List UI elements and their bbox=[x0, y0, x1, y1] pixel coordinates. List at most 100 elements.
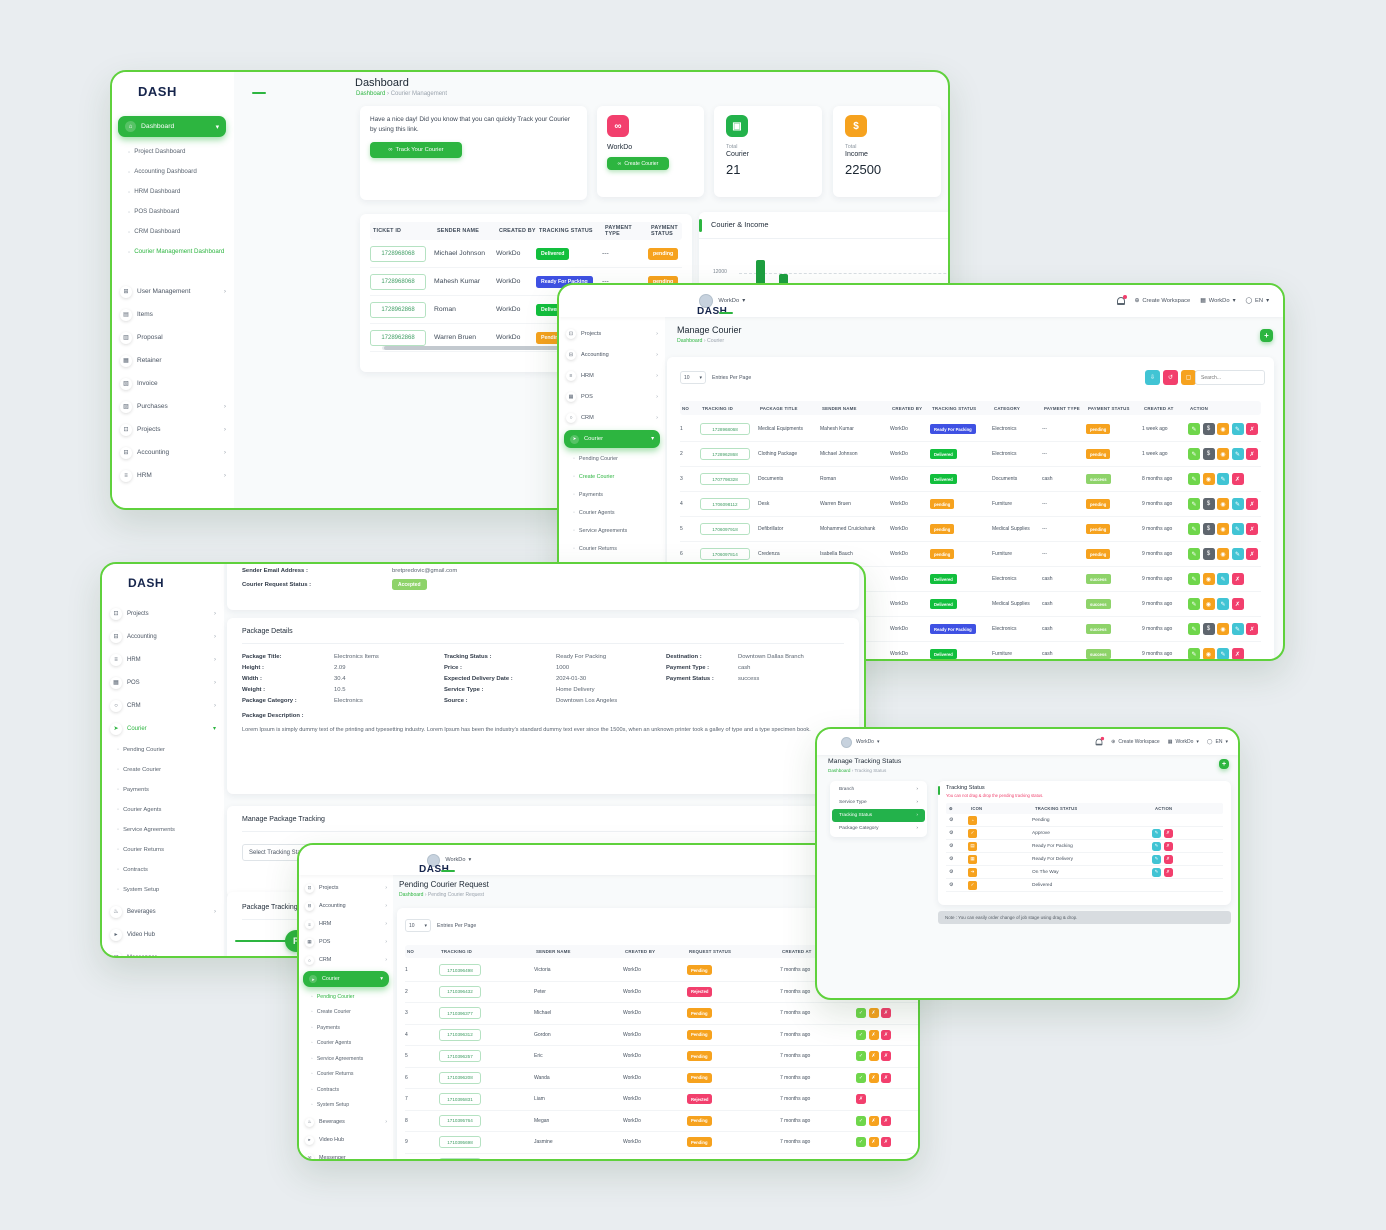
sidebar-item-courier[interactable]: ➤ Courier ▾ bbox=[303, 971, 389, 987]
drag-handle-icon[interactable]: ⚙ bbox=[949, 869, 954, 875]
action-button[interactable]: ◉ bbox=[1202, 573, 1215, 585]
sidebar-item-dashboard[interactable]: ⌂ Dashboard ▾ bbox=[118, 116, 226, 137]
sidebar-item[interactable]: ≡ HRM › bbox=[299, 915, 393, 933]
action-button[interactable]: ✎ bbox=[1188, 473, 1200, 485]
action-button[interactable]: ✗ bbox=[881, 1072, 891, 1083]
action-button[interactable]: ◉ bbox=[1217, 498, 1229, 510]
action-button[interactable]: ✎ bbox=[1152, 828, 1161, 838]
sidebar-subitem[interactable]: ◦ Payments bbox=[311, 1024, 340, 1031]
sidebar-subitem[interactable]: ◦ Courier Returns bbox=[573, 546, 617, 552]
sidebar-item[interactable]: ≡ HRM › bbox=[102, 648, 224, 671]
add-status-button[interactable]: + bbox=[1219, 759, 1229, 769]
action-button[interactable]: ◉ bbox=[1217, 523, 1229, 535]
sidebar-subitem[interactable]: ◦ HRM Dashboard bbox=[128, 188, 181, 196]
action-button[interactable]: $ bbox=[1202, 423, 1215, 435]
notifications-bell-icon[interactable] bbox=[1095, 736, 1105, 746]
sidebar-subitem[interactable]: ◦ Payments bbox=[117, 787, 149, 793]
sidebar-subitem[interactable]: ◦ Create Courier bbox=[117, 767, 162, 773]
action-button[interactable]: ✗ bbox=[1246, 448, 1258, 460]
sidebar-subitem[interactable]: ◦ Pending Courier bbox=[117, 747, 165, 753]
sidebar-subitem[interactable]: ◦ Project Dashboard bbox=[128, 148, 186, 156]
action-button[interactable]: ◉ bbox=[1202, 473, 1215, 485]
sidebar-subitem[interactable]: ◦ Pending Courier bbox=[573, 456, 618, 462]
action-button[interactable]: ✗ bbox=[881, 1115, 891, 1126]
sidebar-item[interactable]: ▦ POS › bbox=[102, 671, 224, 694]
create-workspace-button[interactable]: ⊕Create Workspace bbox=[1111, 739, 1160, 745]
sidebar-subitem[interactable]: ◦ Create Courier bbox=[311, 1009, 351, 1016]
action-button[interactable]: ✎ bbox=[1188, 573, 1200, 585]
action-button[interactable]: ✓ bbox=[856, 1158, 866, 1159]
create-courier-button[interactable]: ∞ Create Courier bbox=[607, 157, 669, 170]
scrollbar-thumb[interactable] bbox=[384, 346, 578, 350]
action-button[interactable]: ✎ bbox=[1188, 448, 1200, 460]
action-button[interactable]: ✗ bbox=[1246, 623, 1258, 635]
action-button[interactable]: ✗ bbox=[868, 1051, 879, 1062]
search-input[interactable] bbox=[1195, 370, 1265, 385]
action-button[interactable]: ✗ bbox=[868, 1029, 879, 1040]
language-switcher[interactable]: ◯ EN ▾ bbox=[1206, 739, 1228, 745]
sidebar-item[interactable]: ♨ Beverages › bbox=[299, 1113, 393, 1131]
entries-per-page-select[interactable]: 10 ▾ bbox=[680, 371, 706, 384]
sidebar-item[interactable]: ▦ Retainer bbox=[112, 349, 234, 372]
action-button[interactable]: $ bbox=[1202, 523, 1215, 535]
sidebar-item[interactable]: ⊟ Accounting › bbox=[299, 897, 393, 915]
sidebar-item-courier[interactable]: ➤ Courier ▾ bbox=[102, 717, 224, 740]
workspace-switcher[interactable]: WorkDo ▾ bbox=[718, 298, 746, 304]
action-button[interactable]: ✗ bbox=[881, 1029, 891, 1040]
action-button[interactable]: ✎ bbox=[1231, 523, 1244, 535]
action-button[interactable]: ✎ bbox=[1231, 498, 1244, 510]
action-button[interactable]: ✎ bbox=[1231, 423, 1244, 435]
action-button[interactable]: ✎ bbox=[1188, 548, 1200, 560]
action-button[interactable]: $ bbox=[1202, 548, 1215, 560]
sidebar-item[interactable]: ▸ Video Hub bbox=[299, 1131, 393, 1149]
drag-handle-icon[interactable]: ⚙ bbox=[949, 856, 954, 862]
action-button[interactable]: ✗ bbox=[868, 1137, 879, 1148]
action-button[interactable]: ✗ bbox=[868, 1115, 879, 1126]
sidebar-item[interactable]: ▥ Proposal bbox=[112, 326, 234, 349]
export-button[interactable]: ↺ bbox=[1163, 370, 1178, 385]
sidebar-item[interactable]: ⊟ Accounting › bbox=[559, 344, 665, 365]
sidebar-subitem[interactable]: ◦ Courier Agents bbox=[573, 510, 615, 516]
sidebar-item[interactable]: ⊞ User Management › bbox=[112, 280, 234, 303]
track-courier-button[interactable]: ∞ Track Your Courier bbox=[370, 142, 462, 159]
breadcrumb-link[interactable]: Dashboard bbox=[677, 338, 703, 344]
sidebar-item-courier[interactable]: ➤ Courier ▾ bbox=[564, 430, 660, 448]
sidebar-item[interactable]: ○ CRM › bbox=[299, 951, 393, 969]
created-by[interactable]: WorkDo bbox=[496, 250, 521, 257]
sidebar-subitem[interactable]: ◦ POS Dashboard bbox=[128, 208, 180, 216]
action-button[interactable]: ✓ bbox=[856, 1072, 866, 1083]
app-switcher[interactable]: ▦ WorkDo ▾ bbox=[1200, 298, 1236, 304]
action-button[interactable]: ✎ bbox=[1217, 573, 1229, 585]
action-button[interactable]: ◉ bbox=[1217, 448, 1229, 460]
action-button[interactable]: ✗ bbox=[881, 1158, 891, 1159]
action-button[interactable]: ✎ bbox=[1188, 423, 1200, 435]
export-button[interactable]: ⇩ bbox=[1145, 370, 1160, 385]
action-button[interactable]: ✗ bbox=[1163, 867, 1173, 877]
action-button[interactable]: ✗ bbox=[1246, 548, 1258, 560]
action-button[interactable]: ✗ bbox=[868, 1158, 879, 1159]
sidebar-item[interactable]: ⊡ Projects › bbox=[559, 323, 665, 344]
action-button[interactable]: ✎ bbox=[1188, 498, 1200, 510]
avatar[interactable] bbox=[699, 294, 714, 308]
created-by[interactable]: WorkDo bbox=[496, 334, 521, 341]
sidebar-subitem[interactable]: ◦ Courier Management Dashboard bbox=[128, 248, 225, 256]
breadcrumb-link[interactable]: Dashboard bbox=[356, 91, 386, 97]
sidebar-item[interactable]: ⊟ Accounting › bbox=[102, 625, 224, 648]
action-button[interactable]: ✎ bbox=[1152, 867, 1161, 877]
action-button[interactable]: ✓ bbox=[856, 1051, 866, 1062]
app-switcher[interactable]: ▦ WorkDo ▾ bbox=[1167, 739, 1199, 745]
action-button[interactable]: ✗ bbox=[1163, 828, 1173, 838]
sidebar-subitem[interactable]: ◦ Service Agreements bbox=[311, 1055, 364, 1062]
sidebar-subitem[interactable]: ◦ Courier Agents bbox=[311, 1040, 352, 1047]
action-button[interactable]: ✎ bbox=[1188, 623, 1200, 635]
action-button[interactable]: ✗ bbox=[881, 1008, 891, 1019]
action-button[interactable]: ✓ bbox=[856, 1115, 866, 1126]
sidebar-subitem[interactable]: ◦ Payments bbox=[573, 492, 603, 498]
action-button[interactable]: ✗ bbox=[1231, 473, 1244, 485]
sidebar-subitem[interactable]: ◦ Service Agreements bbox=[117, 827, 175, 833]
action-button[interactable]: $ bbox=[1202, 498, 1215, 510]
drag-handle-icon[interactable]: ⚙ bbox=[949, 843, 954, 849]
created-by[interactable]: WorkDo bbox=[496, 278, 521, 285]
action-button[interactable]: ✎ bbox=[1152, 854, 1161, 864]
sidebar-subitem[interactable]: ◦ Courier Agents bbox=[117, 807, 162, 813]
